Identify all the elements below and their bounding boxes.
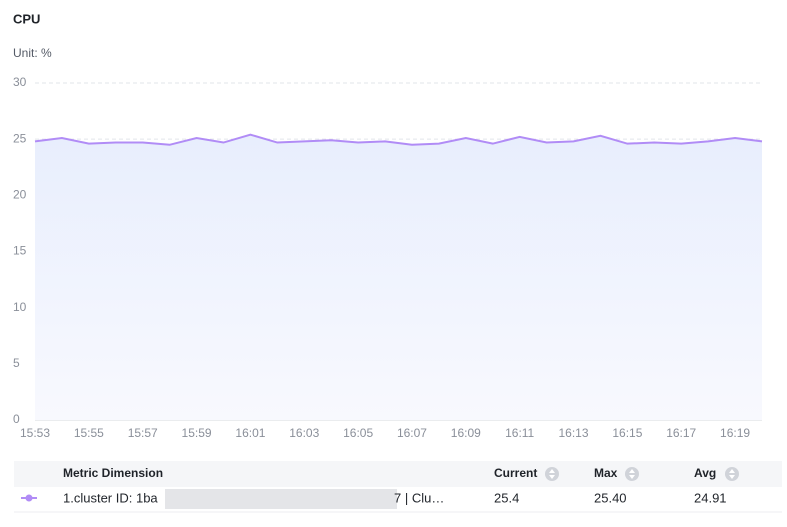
table-header[interactable]: Avg [694, 466, 716, 480]
redacted-blur [165, 489, 397, 509]
x-tick-label: 16:03 [289, 426, 319, 440]
cell: 25.4 [494, 490, 519, 505]
series-line [34, 133, 763, 146]
table-header[interactable]: Current [494, 466, 537, 480]
table-header: Metric Dimension [63, 466, 163, 480]
cell: 1.cluster ID: 1ba [63, 490, 158, 505]
x-tick-label: 16:15 [612, 426, 642, 440]
x-tick-label: 16:09 [451, 426, 481, 440]
x-tick-label: 16:05 [343, 426, 373, 440]
x-tick-label: 16:07 [397, 426, 427, 440]
chart-title: CPU [13, 11, 40, 26]
y-tick-label: 0 [13, 412, 20, 426]
x-tick-label: 15:57 [128, 426, 158, 440]
cell: 25.40 [594, 490, 627, 505]
sort-icons[interactable] [545, 467, 739, 481]
y-tick-label: 20 [13, 188, 27, 202]
y-tick-label: 5 [13, 356, 20, 370]
y-tick-label: 10 [13, 300, 27, 314]
table-header[interactable]: Max [594, 466, 618, 480]
y-tick-label: 25 [13, 131, 27, 145]
x-tick-label: 16:17 [666, 426, 696, 440]
x-tick-label: 16:01 [235, 426, 265, 440]
cell: 24.91 [694, 490, 727, 505]
x-tick-label: 16:13 [559, 426, 589, 440]
x-tick-label: 16:11 [505, 426, 534, 440]
cell: 7 | Clu… [394, 490, 444, 505]
table-header-bg [14, 461, 782, 487]
sort-arrows [549, 469, 735, 479]
x-tick-label: 15:53 [20, 426, 50, 440]
x-tick-label: 15:55 [74, 426, 104, 440]
x-tick-label: 16:19 [720, 426, 750, 440]
y-tick-label: 30 [13, 75, 27, 89]
x-tick-label: 15:59 [182, 426, 212, 440]
legend-dot [25, 494, 33, 502]
area-fill [35, 134, 762, 420]
unit-label: Unit: % [13, 46, 52, 60]
y-tick-label: 15 [13, 244, 27, 258]
